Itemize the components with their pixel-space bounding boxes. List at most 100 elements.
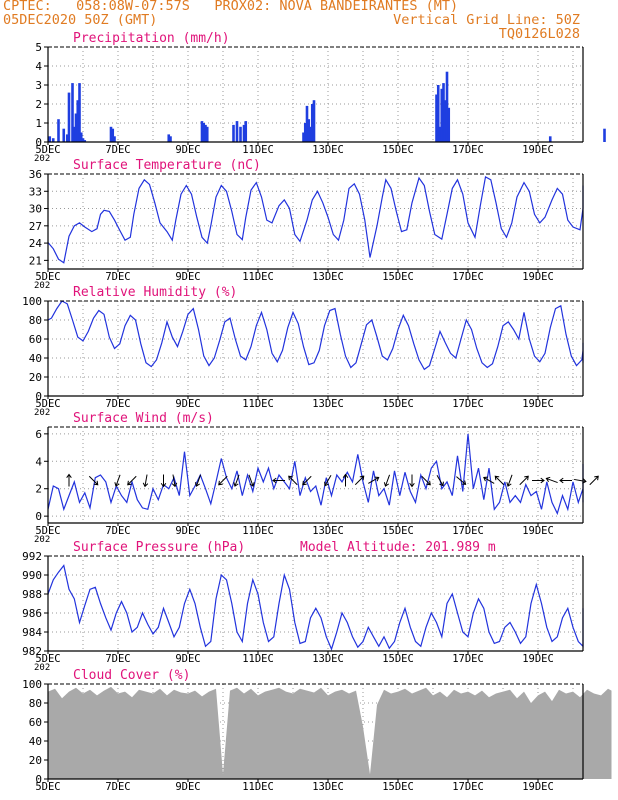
- precipitation-ytick-label: 4: [35, 60, 42, 73]
- pressure-xtick-label: 7DEC: [105, 653, 130, 665]
- precipitation-bar: [235, 121, 239, 142]
- temperature-ytick-label: 36: [29, 168, 42, 181]
- wind-arrow-head: [114, 482, 120, 487]
- precipitation-ytick-label: 0: [35, 136, 42, 149]
- pressure-xtick-label: 11DEC: [242, 653, 274, 665]
- precipitation-bar: [307, 119, 311, 142]
- precipitation-bar: [310, 104, 314, 142]
- wind-xtick-label: 11DEC: [242, 525, 274, 537]
- cloud-title: Cloud Cover (%): [73, 668, 190, 683]
- precipitation-bar: [48, 136, 52, 142]
- precipitation-bar: [312, 100, 316, 142]
- pressure-xtick-label: 9DEC: [175, 653, 200, 665]
- wind-arrow-head: [171, 482, 178, 488]
- wind-arrow-shaft: [127, 475, 137, 486]
- wind-arrow-head: [426, 480, 431, 486]
- wind-xtick-label: 17DEC: [452, 525, 484, 537]
- wind-arrow-head: [66, 473, 72, 479]
- precipitation-ytick-label: 3: [35, 79, 42, 92]
- temperature-xtick-label: 7DEC: [105, 271, 130, 283]
- cloud-ytick-label: 20: [29, 754, 42, 767]
- precipitation-xtick-label: 15DEC: [382, 144, 414, 156]
- wind-arrow-head: [233, 482, 239, 487]
- pressure-ytick-label: 990: [22, 569, 42, 582]
- temperature-year-label-cut: 202: [34, 281, 50, 291]
- temperature-xtick-label: 9DEC: [175, 271, 200, 283]
- wind-arrow-head: [127, 480, 132, 486]
- cloud-xtick-label: 13DEC: [312, 781, 344, 793]
- wind-arrow-head: [374, 476, 380, 482]
- precipitation-bar: [445, 71, 449, 142]
- pressure-ytick-label: 982: [22, 645, 42, 658]
- precipitation-xtick-label: 17DEC: [452, 144, 484, 156]
- humidity-ytick-label: 60: [29, 333, 42, 346]
- wind-arrow-head: [249, 482, 255, 487]
- wind-xtick-label: 9DEC: [175, 525, 200, 537]
- cloud-area: [48, 686, 612, 779]
- precipitation-bar: [109, 126, 113, 142]
- wind-arrow-shaft: [218, 475, 228, 486]
- precipitation-bar: [113, 136, 116, 142]
- pressure-annotation: Model Altitude: 201.989 m: [300, 540, 496, 555]
- cloud-panel: 0 20 40 60 80 100 5DEC 7DEC 9DEC 11DEC 13DEC 15DEC 1…: [22, 668, 612, 793]
- wind-ytick-label: 6: [35, 428, 42, 441]
- wind-xtick-label: 19DEC: [522, 525, 554, 537]
- cloud-xtick-label: 15DEC: [382, 781, 414, 793]
- wind-ytick-label: 4: [35, 455, 42, 468]
- temperature-panel: 21 24 27 30 33 36 5DEC 7DEC 9DEC 11DEC 13DEC 15DEC 1…: [29, 158, 584, 291]
- humidity-xtick-label: 5DEC: [35, 398, 60, 410]
- wind-arrow-shaft: [574, 478, 586, 483]
- precipitation-xtick-label: 5DEC: [35, 144, 60, 156]
- precipitation-bar: [309, 126, 312, 142]
- wind-panel: 0 2 4 6 5DEC 7DEC 9DEC 11DEC 13DEC 15DEC 17DEC 19DE…: [34, 411, 599, 545]
- wind-arrow-shaft: [421, 475, 431, 486]
- wind-year-label-cut: 202: [34, 535, 50, 545]
- header-grid-note: Vertical Grid Line: 50Z: [393, 12, 580, 28]
- temperature-ytick-label: 30: [29, 203, 42, 216]
- precipitation-bar: [435, 94, 438, 142]
- wind-arrow-head: [359, 475, 365, 481]
- temperature-xtick-label: 17DEC: [452, 271, 484, 283]
- temperature-title: Surface Temperature (nC): [73, 158, 261, 173]
- wind-arrow-shaft: [324, 475, 332, 486]
- pressure-ytick-label: 988: [22, 588, 42, 601]
- precipitation-bar: [436, 85, 440, 142]
- wind-arrow-head: [142, 482, 149, 488]
- precipitation-bar: [443, 100, 447, 142]
- precipitation-bar: [303, 123, 307, 142]
- pressure-xtick-label: 19DEC: [522, 653, 554, 665]
- wind-arrow-shaft: [456, 476, 466, 485]
- wind-arrow-shaft: [368, 477, 379, 484]
- precipitation-xtick-label: 11DEC: [242, 144, 274, 156]
- header-line1-left: CPTEC: 058:08W-07:57S PROX02: NOVA BANDE…: [3, 0, 459, 14]
- precipitation-ytick-label: 2: [35, 98, 42, 111]
- cloud-xtick-label: 5DEC: [35, 781, 60, 793]
- pressure-ytick-label: 992: [22, 550, 42, 563]
- cloud-ytick-label: 100: [22, 678, 42, 691]
- wind-arrow-head: [545, 476, 551, 483]
- temperature-ytick-label: 27: [29, 220, 42, 233]
- precipitation-bar: [51, 138, 55, 142]
- humidity-ytick-label: 80: [29, 314, 42, 327]
- wind-arrow-shaft: [144, 474, 148, 487]
- precipitation-panel: 0 1 2 3 4 5 5DEC 7DEC 9DEC 11DEC 13DEC 15DEC 17DEC 19…: [34, 31, 606, 164]
- wind-arrow-shaft: [384, 474, 391, 487]
- wind-xtick-label: 13DEC: [312, 525, 344, 537]
- precipitation-bar: [65, 134, 69, 142]
- wind-title: Surface Wind (m/s): [73, 411, 214, 426]
- humidity-year-label-cut: 202: [34, 408, 50, 418]
- wind-arrow-shaft: [589, 475, 599, 486]
- humidity-xtick-label: 13DEC: [312, 398, 344, 410]
- wind-arrow-head: [342, 473, 349, 479]
- cloud-xtick-label: 11DEC: [242, 781, 274, 793]
- wind-ytick-label: 0: [35, 510, 42, 523]
- precipitation-bar: [81, 138, 85, 142]
- wind-arrow-head: [272, 477, 277, 484]
- precipitation-bar: [440, 88, 444, 142]
- wind-arrow-head: [93, 480, 99, 486]
- precipitation-bar: [244, 121, 248, 142]
- humidity-xtick-label: 9DEC: [175, 398, 200, 410]
- cloud-xtick-label: 19DEC: [522, 781, 554, 793]
- wind-ytick-label: 2: [35, 483, 42, 496]
- precipitation-bar: [205, 126, 209, 142]
